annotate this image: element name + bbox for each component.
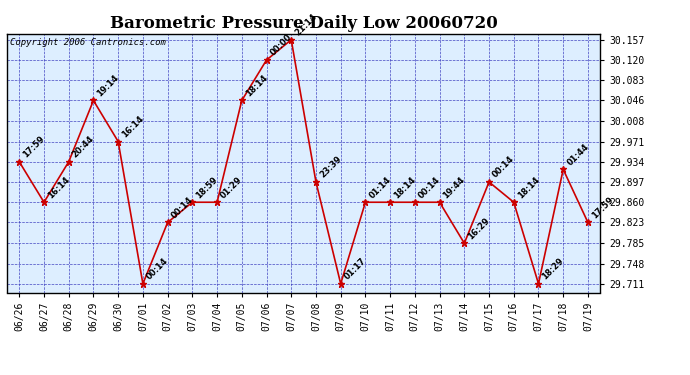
Title: Barometric Pressure Daily Low 20060720: Barometric Pressure Daily Low 20060720 bbox=[110, 15, 497, 32]
Text: 00:14: 00:14 bbox=[145, 256, 170, 282]
Text: 21:14: 21:14 bbox=[293, 12, 319, 38]
Text: 20:44: 20:44 bbox=[70, 134, 96, 160]
Text: 18:14: 18:14 bbox=[244, 73, 269, 98]
Text: 19:14: 19:14 bbox=[95, 73, 121, 98]
Text: 16:29: 16:29 bbox=[466, 216, 491, 241]
Text: 00:14: 00:14 bbox=[170, 195, 195, 220]
Text: 00:14: 00:14 bbox=[417, 175, 442, 200]
Text: 01:29: 01:29 bbox=[219, 175, 244, 200]
Text: 16:14: 16:14 bbox=[120, 114, 146, 140]
Text: 00:14: 00:14 bbox=[491, 154, 516, 180]
Text: 16:14: 16:14 bbox=[46, 175, 71, 200]
Text: 17:59: 17:59 bbox=[21, 134, 46, 160]
Text: Copyright 2006 Cantronics.com: Copyright 2006 Cantronics.com bbox=[10, 38, 166, 46]
Text: 23:39: 23:39 bbox=[318, 155, 343, 180]
Text: 01:17: 01:17 bbox=[343, 256, 368, 282]
Text: 01:14: 01:14 bbox=[367, 175, 393, 200]
Text: 19:44: 19:44 bbox=[442, 175, 467, 200]
Text: 18:29: 18:29 bbox=[540, 256, 566, 282]
Text: 18:59: 18:59 bbox=[195, 175, 219, 200]
Text: 00:00: 00:00 bbox=[268, 33, 293, 58]
Text: 01:44: 01:44 bbox=[565, 142, 591, 167]
Text: 18:14: 18:14 bbox=[392, 175, 417, 200]
Text: 18:14: 18:14 bbox=[515, 175, 541, 200]
Text: 17:59: 17:59 bbox=[590, 195, 615, 220]
